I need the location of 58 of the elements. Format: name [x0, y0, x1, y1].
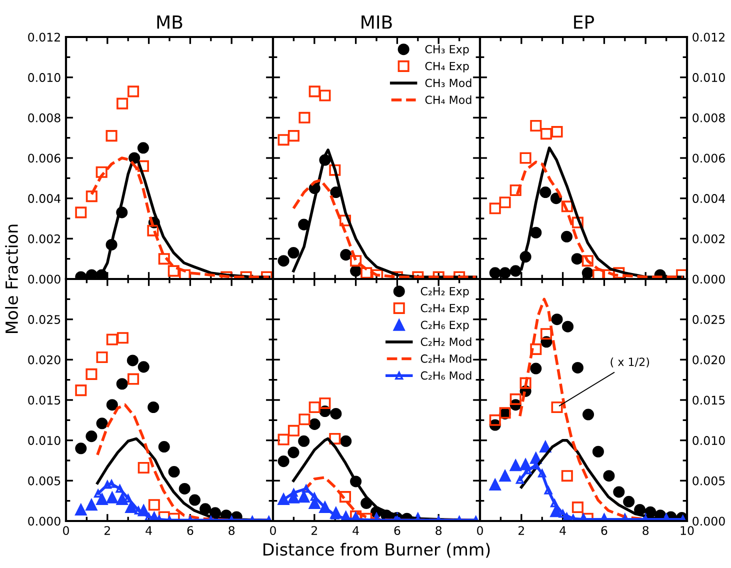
y-tick-label: 0.012 — [692, 32, 724, 42]
legend-label: C₂H₆ Mod — [420, 371, 472, 380]
y-tick-label: 0.006 — [692, 154, 725, 163]
y-tick-label: 0.010 — [692, 73, 725, 82]
y-tick-label: 0.010 — [28, 436, 60, 445]
y-tick-label: 0.005 — [28, 476, 60, 486]
legend-label: CH₄ Mod — [425, 95, 472, 104]
legend-label: CH₄ Exp — [425, 62, 469, 72]
x-tick-label: 0 — [270, 526, 276, 535]
y-tick-label: 0.010 — [692, 436, 725, 445]
x-tick-label: 6 — [601, 526, 608, 535]
y-tick-label: 0.002 — [692, 234, 724, 244]
y-tick-label: 0.008 — [692, 113, 725, 122]
x-tick-label: 2 — [518, 526, 524, 535]
y-tick-label: 0.006 — [28, 154, 60, 163]
x-tick-label: 8 — [436, 526, 442, 535]
x-tick-label: 2 — [312, 526, 317, 535]
legend-label: CH₃ Mod — [425, 78, 472, 88]
y-tick-label: 0.025 — [28, 315, 60, 324]
legend-label: C₂H₆ Exp — [420, 320, 469, 332]
y-tick-label: 0.020 — [692, 355, 725, 364]
legend-label: C₂H₂ Mod — [420, 337, 472, 346]
y-tick-label: 0.012 — [28, 32, 60, 42]
y-tick-label: 0.010 — [28, 73, 60, 82]
x-tick-label: 10 — [680, 526, 694, 535]
x-tick-label: 6 — [187, 526, 194, 535]
x-tick-label: 2 — [104, 526, 110, 535]
y-tick-label: 0.000 — [692, 516, 725, 526]
y-tick-label: 0.008 — [28, 113, 60, 122]
x-tick-label: 6 — [394, 526, 400, 535]
y-tick-label: 0.015 — [28, 396, 60, 405]
x-tick-label: 0 — [477, 526, 483, 535]
legend-label: C₂H₂ Exp — [420, 286, 469, 298]
y-tick-label: 0.002 — [28, 234, 60, 244]
x-tick-label: 0 — [63, 526, 69, 535]
y-tick-label: 0.000 — [28, 516, 60, 526]
y-tick-label: 0.025 — [692, 315, 725, 324]
legend-label: CH₃ Exp — [425, 44, 469, 56]
legend-label: C₂H₄ Exp — [420, 304, 469, 314]
legend-label: C₂H₄ Mod — [420, 354, 472, 363]
y-axis-title: Mole Fraction — [5, 224, 18, 334]
x-tick-label: 4 — [352, 526, 359, 535]
x-tick-label: 8 — [642, 526, 649, 535]
chart-title: MIB — [362, 16, 392, 29]
y-tick-label: 0.004 — [692, 194, 725, 203]
x-tick-label: 4 — [560, 526, 566, 535]
chart-title: EP — [574, 16, 594, 29]
y-tick-label: 0.000 — [692, 274, 725, 284]
x-tick-label: 4 — [146, 526, 152, 535]
x-tick-label: 8 — [228, 526, 235, 535]
y-tick-label: 0.015 — [692, 396, 725, 405]
x-axis-title: Distance from Burner (mm) — [264, 542, 490, 558]
chart-title: MB — [157, 16, 182, 29]
y-tick-label: 0.005 — [692, 476, 725, 486]
y-tick-label: 0.000 — [28, 274, 60, 284]
annotation: ( x 1/2) — [610, 357, 650, 368]
y-tick-label: 0.020 — [28, 355, 60, 364]
y-tick-label: 0.004 — [28, 194, 60, 203]
